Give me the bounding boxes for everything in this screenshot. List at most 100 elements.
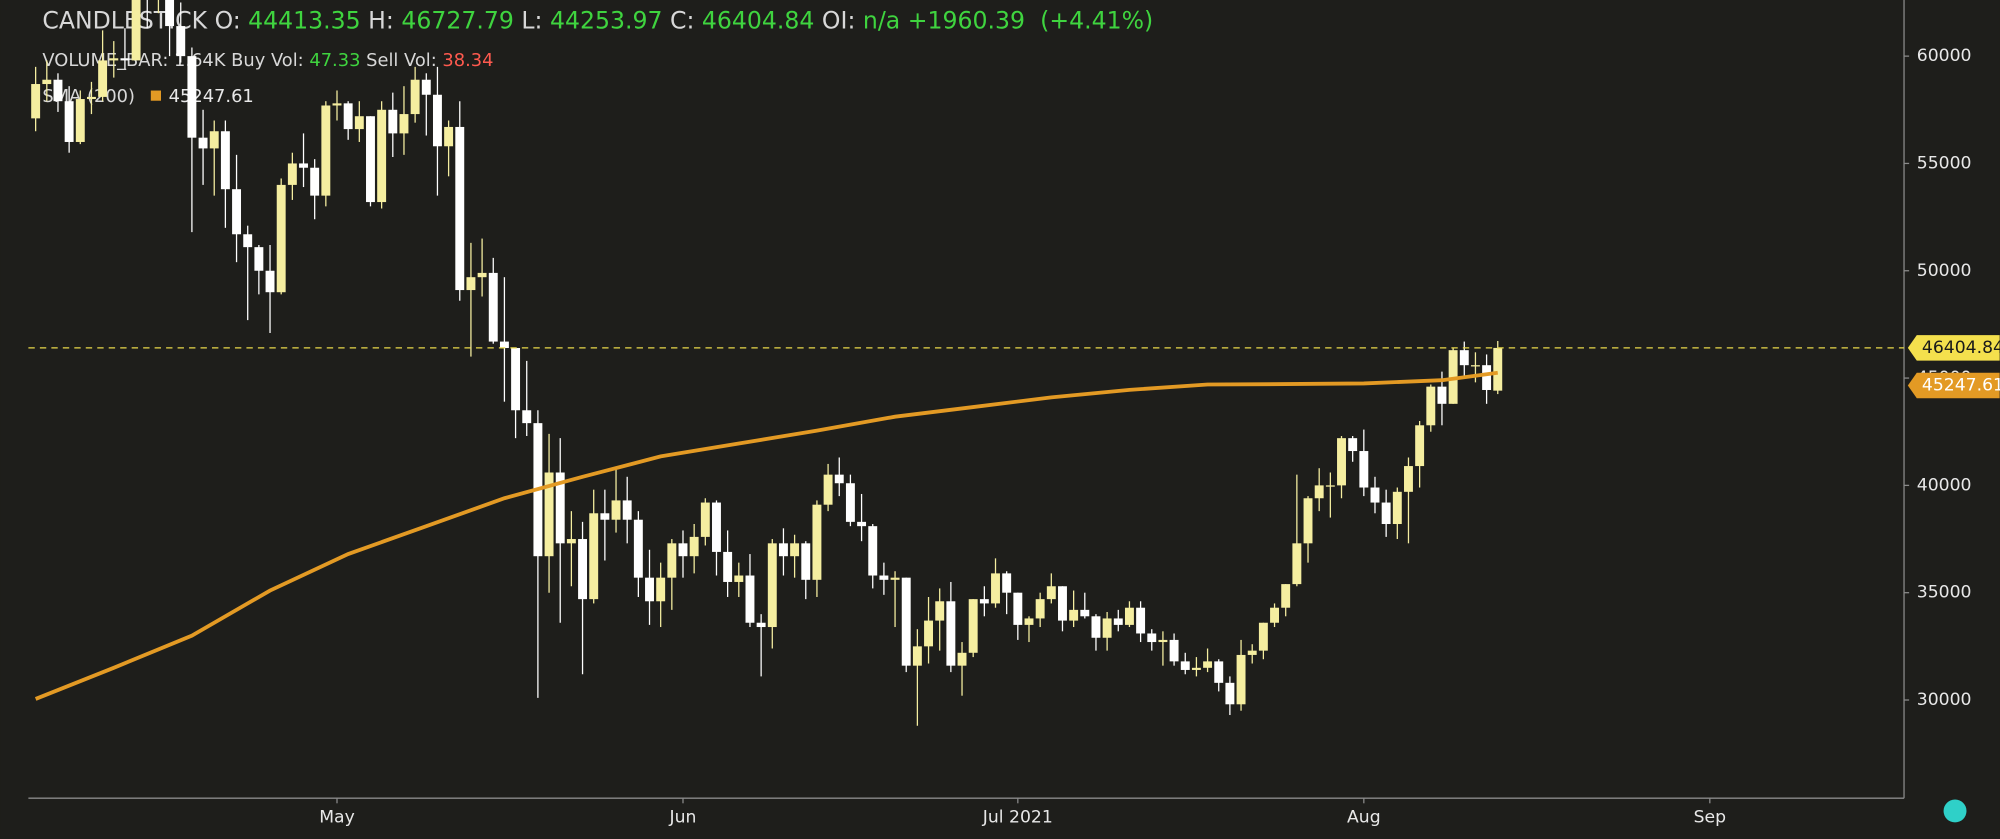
- candle-body: [198, 137, 208, 149]
- candle-body: [332, 103, 342, 106]
- candle-body: [499, 341, 509, 349]
- candle-body: [1236, 654, 1246, 705]
- volume-value: 1.64K: [174, 50, 227, 71]
- sma-legend-value: 45247.61: [169, 86, 254, 107]
- change-pct: (+4.41%): [1040, 6, 1153, 34]
- candle-body: [578, 539, 588, 600]
- candle-body: [1013, 592, 1023, 625]
- candle-body: [1437, 386, 1447, 404]
- y-tick-label: 60000: [1917, 46, 1972, 66]
- candle-body: [767, 543, 777, 628]
- x-tick-label: Jun: [669, 807, 697, 827]
- candle-body: [432, 94, 442, 147]
- candle-body: [801, 543, 811, 580]
- candle-body: [1158, 639, 1168, 643]
- change: +1960.39: [908, 6, 1025, 34]
- candle-body: [1035, 599, 1045, 619]
- candle-body: [64, 101, 74, 142]
- candle-body: [1426, 386, 1436, 426]
- candle-body: [165, 0, 175, 27]
- candle-body: [466, 277, 476, 291]
- sma-price-label-text: 45247.61: [1922, 376, 2000, 396]
- candle-body: [53, 79, 63, 102]
- buy-label: Buy Vol:: [231, 50, 304, 71]
- candle-body: [1147, 633, 1157, 643]
- candle-body: [1459, 350, 1469, 366]
- candle-body: [410, 79, 420, 115]
- candle-body: [187, 56, 197, 138]
- plot-area: [31, 0, 1503, 726]
- candle-body: [734, 575, 744, 582]
- high-label: H:: [368, 6, 394, 34]
- candle-body: [946, 601, 956, 666]
- candle-body: [1136, 607, 1146, 634]
- candle-body: [756, 622, 766, 628]
- candle-body: [86, 96, 96, 100]
- candle-body: [1482, 365, 1492, 390]
- candle-body: [778, 543, 788, 557]
- y-tick-label: 40000: [1917, 475, 1972, 495]
- candle-body: [745, 575, 755, 623]
- candle-body: [1303, 498, 1313, 544]
- candle-body: [912, 646, 922, 666]
- x-tick-label: Sep: [1694, 807, 1726, 827]
- candle-body: [611, 500, 621, 520]
- candle-body: [176, 26, 186, 57]
- candle-body: [388, 109, 398, 134]
- candle-body: [1415, 425, 1425, 467]
- buy-value: 47.33: [309, 50, 360, 71]
- candle-body: [868, 526, 878, 576]
- candle-body: [667, 543, 677, 578]
- candle-body: [98, 60, 108, 97]
- candle-body: [979, 599, 989, 604]
- sma-line: [34, 370, 1499, 701]
- candle-body: [845, 483, 855, 522]
- sell-label: Sell Vol:: [366, 50, 437, 71]
- candle-body: [1024, 618, 1034, 625]
- candle-body: [511, 348, 521, 411]
- candle-body: [42, 79, 52, 85]
- candle-body: [488, 272, 498, 342]
- candle-body: [254, 247, 264, 271]
- candle-body: [1370, 487, 1380, 503]
- low-value: 44253.97: [550, 6, 663, 34]
- candle-body: [1180, 661, 1190, 670]
- candle-body: [354, 116, 364, 130]
- candle-body: [1214, 661, 1224, 683]
- oi-label: OI:: [822, 6, 855, 34]
- candle-body: [366, 116, 375, 203]
- x-tick-label: Jul 2021: [982, 807, 1053, 827]
- candle-body: [287, 163, 297, 185]
- candle-body: [957, 652, 967, 666]
- candle-body: [890, 577, 900, 580]
- candle-body: [310, 167, 320, 196]
- candle-body: [924, 620, 934, 647]
- candle-body: [1046, 586, 1056, 600]
- candle-body: [1292, 543, 1302, 585]
- candle-body: [421, 79, 431, 95]
- candle-body: [1337, 438, 1346, 486]
- low-label: L:: [521, 6, 542, 34]
- x-tick-label: Aug: [1347, 807, 1381, 827]
- candle-body: [1169, 639, 1179, 662]
- candle-body: [220, 131, 230, 190]
- y-tick-label: 35000: [1917, 583, 1972, 603]
- candle-body: [131, 0, 141, 61]
- candle-body: [444, 126, 454, 147]
- candle-body: [812, 504, 822, 580]
- candle-body: [857, 521, 867, 527]
- candle-body: [689, 536, 699, 557]
- candle-body: [1113, 618, 1123, 625]
- candle-body: [600, 513, 610, 520]
- candle-body: [1258, 622, 1268, 651]
- candle-body: [566, 539, 576, 544]
- status-indicator[interactable]: [1943, 799, 1967, 823]
- open-value: 44413.35: [248, 6, 361, 34]
- sell-value: 38.34: [442, 50, 493, 71]
- candle-body: [1058, 586, 1067, 621]
- candle-body: [1325, 485, 1335, 487]
- candle-body: [790, 543, 800, 557]
- candle-body: [522, 410, 532, 424]
